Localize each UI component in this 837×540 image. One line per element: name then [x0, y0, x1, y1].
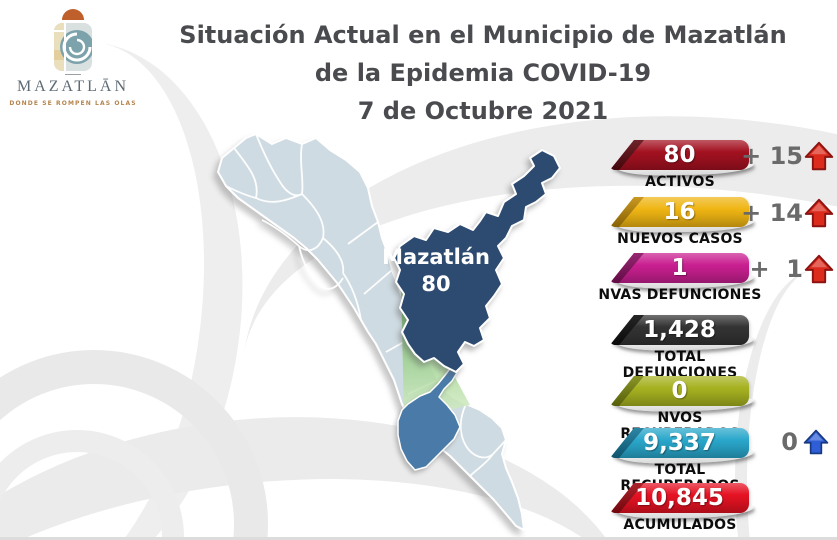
sinaloa-map: Mazatlán 80	[217, 133, 561, 531]
bottom-edge-line	[0, 537, 837, 540]
mazatlan-logo: MAZATLĀN DONDE SE ROMPEN LAS OLAS	[8, 4, 138, 116]
title-line-1: Situación Actual en el Municipio de Maza…	[179, 21, 787, 49]
stat-label: ACUMULADOS	[623, 517, 737, 533]
delta-nvas-defunciones: + 1	[749, 254, 834, 284]
arrow-up-red-icon	[804, 254, 834, 284]
stat-row-nuevos-casos: 16 NUEVOS CASOS	[598, 197, 762, 247]
stat-row-nvas-defunciones: 1 NVAS DEFUNCIONES	[598, 253, 762, 303]
stat-bar-nvas-defunciones: 1	[610, 253, 755, 290]
stat-value: 9,337	[643, 430, 716, 456]
shell-emblem-icon	[54, 9, 92, 71]
stat-row-activos: 80 ACTIVOS	[598, 140, 762, 190]
stat-value: 0	[671, 378, 688, 404]
mazatlan-municipality-shape	[397, 365, 461, 471]
stat-row-acumulados: 10,845 ACUMULADOS	[598, 483, 762, 533]
delta-value: + 1	[749, 255, 803, 283]
delta-value: 0	[781, 428, 798, 456]
stat-bar-activos: 80	[610, 140, 755, 177]
stat-bar-nuevos-casos: 16	[610, 197, 755, 234]
delta-activos: + 15	[741, 141, 834, 171]
stat-value: 80	[663, 142, 696, 168]
stat-bar-acumulados: 10,845	[610, 483, 755, 520]
title-line-2: de la Epidemia COVID-19	[314, 59, 652, 87]
stat-bar-total-defunciones: 1,428	[610, 315, 755, 352]
brand-wordmark: MAZATLĀN	[17, 78, 129, 95]
brand-tagline: DONDE SE ROMPEN LAS OLAS	[9, 100, 137, 107]
arrow-up-blue-icon	[803, 429, 829, 455]
stat-label: ACTIVOS	[645, 174, 715, 190]
delta-total-recuperados: 0	[781, 427, 829, 457]
map-region-label: Mazatlán	[382, 245, 490, 269]
page-title: Situación Actual en el Municipio de Maza…	[160, 16, 806, 130]
delta-value: + 14	[741, 199, 803, 227]
stat-label: NUEVOS CASOS	[617, 231, 743, 247]
shell-spiral-icon	[54, 23, 92, 71]
stat-label: NVAS DEFUNCIONES	[598, 287, 762, 303]
stat-bar-nvos-recuperados: 0	[610, 376, 755, 413]
arrow-up-red-icon	[804, 141, 834, 171]
stat-value: 1,428	[643, 317, 716, 343]
map-region-value: 80	[421, 272, 450, 296]
mazatlan-enlarged-shape	[393, 149, 561, 373]
brand-divider	[65, 74, 81, 75]
stat-value: 1	[671, 255, 688, 281]
bg-ring-small	[0, 430, 184, 540]
stat-bar-total-recuperados: 9,337	[610, 428, 755, 465]
arrow-up-red-icon	[804, 198, 834, 228]
stat-row-total-defunciones: 1,428 TOTAL DEFUNCIONES	[598, 315, 762, 381]
stat-value: 10,845	[635, 485, 724, 511]
delta-nuevos-casos: + 14	[741, 198, 834, 228]
delta-value: + 15	[741, 142, 803, 170]
stat-value: 16	[663, 199, 696, 225]
sun-icon	[62, 9, 84, 20]
title-line-3: 7 de Octubre 2021	[357, 97, 609, 125]
